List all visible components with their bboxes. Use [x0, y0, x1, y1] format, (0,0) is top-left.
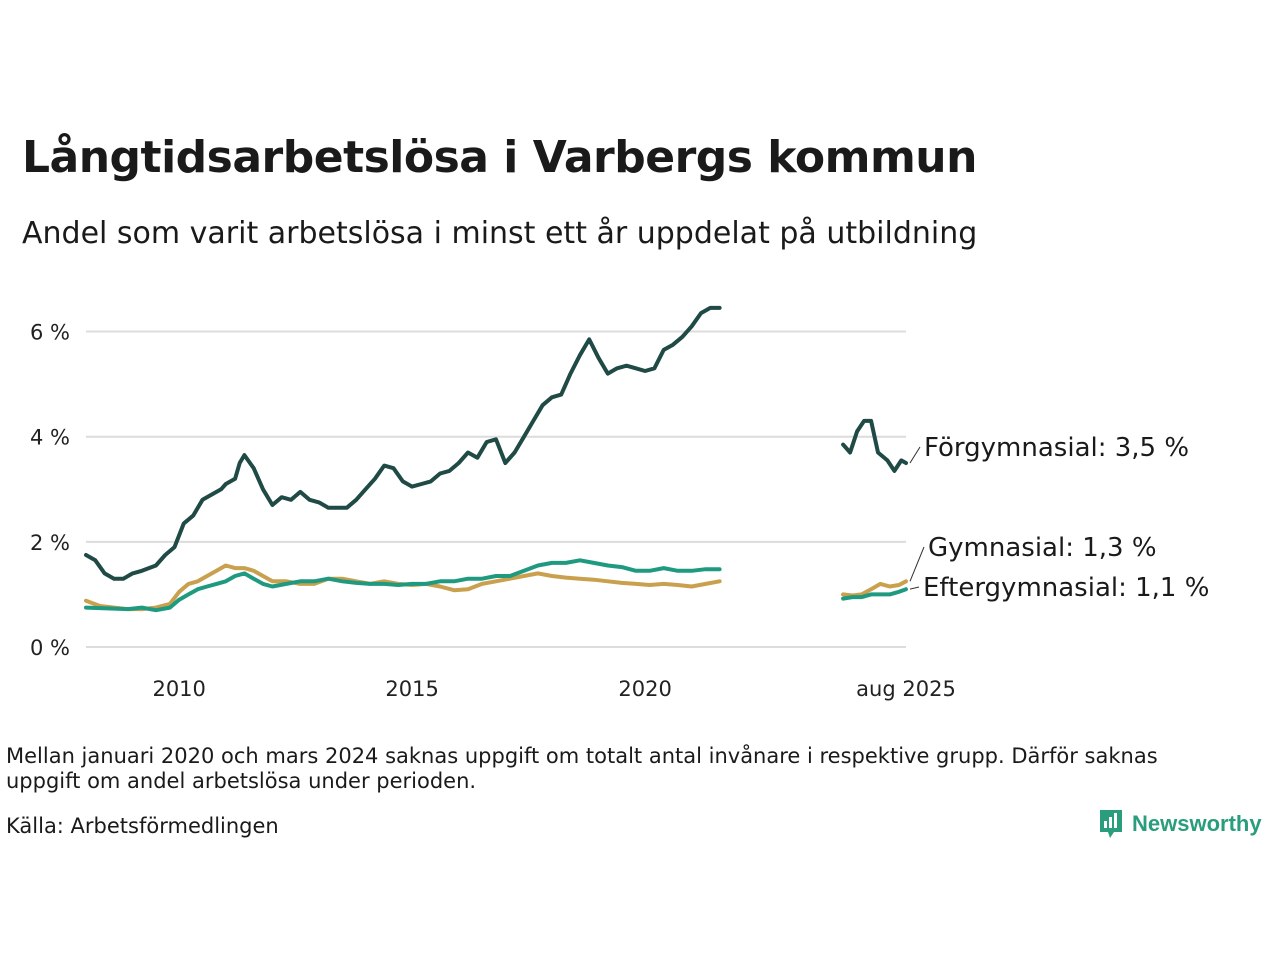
y-tick-label: 0 %: [30, 636, 70, 660]
newsworthy-logo[interactable]: Newsworthy: [1098, 808, 1262, 840]
y-axis-labels: 0 % 2 % 4 % 6 %: [30, 321, 70, 660]
chart-title: Långtidsarbetslösa i Varbergs kommun: [22, 132, 977, 183]
label-leader-line: [909, 446, 921, 464]
x-tick-label: 2015: [385, 677, 438, 701]
y-tick-label: 2 %: [30, 531, 70, 555]
series-line-förgymnasial: [84, 305, 722, 581]
x-axis-labels: 2010 2015 2020 aug 2025: [152, 677, 955, 701]
label-leader-line: [909, 546, 925, 582]
series-end-label-eftergymnasial: Eftergymnasial: 1,1 %: [923, 573, 1209, 603]
series-end-label-förgymnasial: Förgymnasial: 3,5 %: [924, 433, 1189, 463]
logo-text: Newsworthy: [1132, 811, 1262, 836]
series-line-eftergymnasial: [84, 558, 722, 613]
y-tick-label: 6 %: [30, 321, 70, 345]
label-leader-line: [909, 586, 920, 590]
series-lines: [84, 305, 908, 613]
series-line-förgymnasial: [841, 418, 908, 473]
footnote: Mellan januari 2020 och mars 2024 saknas…: [6, 744, 1158, 793]
series-end-labels: Förgymnasial: 3,5 % Gymnasial: 1,3 % Efter…: [909, 433, 1209, 603]
series-end-label-gymnasial: Gymnasial: 1,3 %: [928, 533, 1157, 563]
line-chart: 0 % 2 % 4 % 6 % 2010 2015 2020 aug 2025 Förgym…: [30, 305, 1209, 701]
x-tick-label: 2020: [618, 677, 671, 701]
newsworthy-bar-chart-icon: [1100, 810, 1122, 838]
y-tick-label: 4 %: [30, 426, 70, 450]
gridlines: [86, 330, 906, 648]
source-text: Källa: Arbetsförmedlingen: [6, 814, 279, 838]
x-tick-label: 2010: [152, 677, 205, 701]
series-line-gymnasial: [84, 563, 722, 612]
x-tick-label: aug 2025: [856, 677, 956, 701]
chart-subtitle: Andel som varit arbetslösa i minst ett å…: [22, 216, 978, 251]
series-line-eftergymnasial: [841, 587, 908, 601]
